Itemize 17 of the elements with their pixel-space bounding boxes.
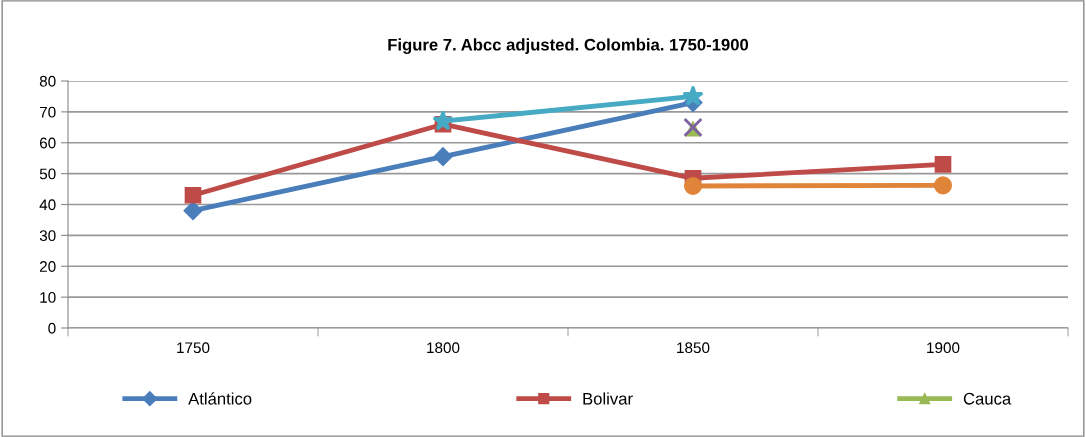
legend-label: Atlántico	[188, 392, 252, 405]
chart-title: Figure 7. Abcc adjusted. Colombia. 1750-1900	[388, 38, 749, 54]
y-tick-label: 40	[39, 199, 56, 211]
y-tick-label: 60	[39, 137, 56, 149]
y-tick-label: 30	[39, 230, 56, 242]
legend-label: Bolivar	[583, 392, 633, 405]
y-tick-label: 0	[48, 322, 56, 334]
x-tick-label: 1750	[177, 342, 210, 354]
y-tick-label: 50	[39, 168, 56, 180]
legend-label: Cauca	[963, 392, 1012, 405]
y-tick-label: 10	[40, 291, 56, 303]
y-tick-label: 70	[39, 106, 56, 118]
x-tick-label: 1850	[677, 342, 710, 354]
x-tick-label: 1900	[927, 342, 960, 354]
x-tick-label: 1800	[427, 342, 460, 354]
y-tick-label: 80	[39, 75, 56, 87]
y-tick-label: 20	[39, 261, 56, 272]
